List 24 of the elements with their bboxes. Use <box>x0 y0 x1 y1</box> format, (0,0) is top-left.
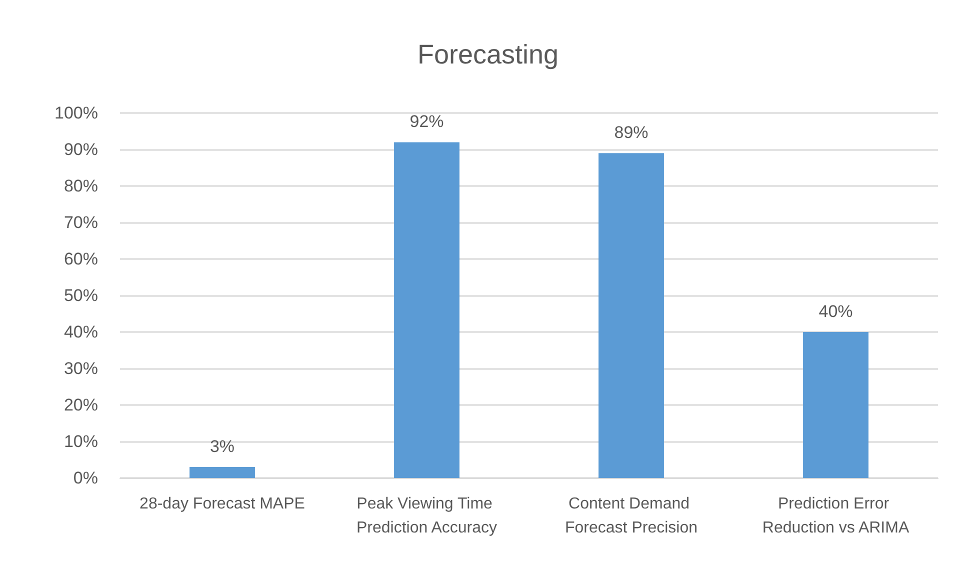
y-tick-label: 90% <box>64 140 98 159</box>
data-label: 3% <box>210 437 235 456</box>
bar <box>598 153 664 478</box>
y-tick-label: 20% <box>64 396 98 414</box>
y-tick-label: 30% <box>64 359 98 378</box>
chart-title: Forecasting <box>417 40 559 70</box>
y-tick-label: 40% <box>64 322 98 342</box>
bar <box>394 142 460 478</box>
data-label: 40% <box>818 302 853 321</box>
bar <box>803 332 868 478</box>
y-tick-label: 10% <box>64 432 98 451</box>
y-tick-label: 0% <box>73 468 98 488</box>
y-tick-label: 70% <box>64 213 98 232</box>
x-tick-label: Content Demand Forecast Precision <box>565 496 698 536</box>
x-tick-label: Peak Viewing Time Prediction Accuracy <box>356 496 498 536</box>
y-tick-label: 80% <box>64 176 98 196</box>
y-tick-label: 100% <box>54 104 98 122</box>
x-tick-label: 28-day Forecast MAPE <box>140 496 305 512</box>
y-tick-label: 60% <box>64 250 98 268</box>
x-tick-label: Prediction Error Reduction vs ARIMA <box>762 496 910 536</box>
bar <box>190 467 255 478</box>
data-label: 92% <box>410 112 444 132</box>
y-tick-label: 50% <box>64 286 98 305</box>
data-label: 89% <box>614 123 648 142</box>
